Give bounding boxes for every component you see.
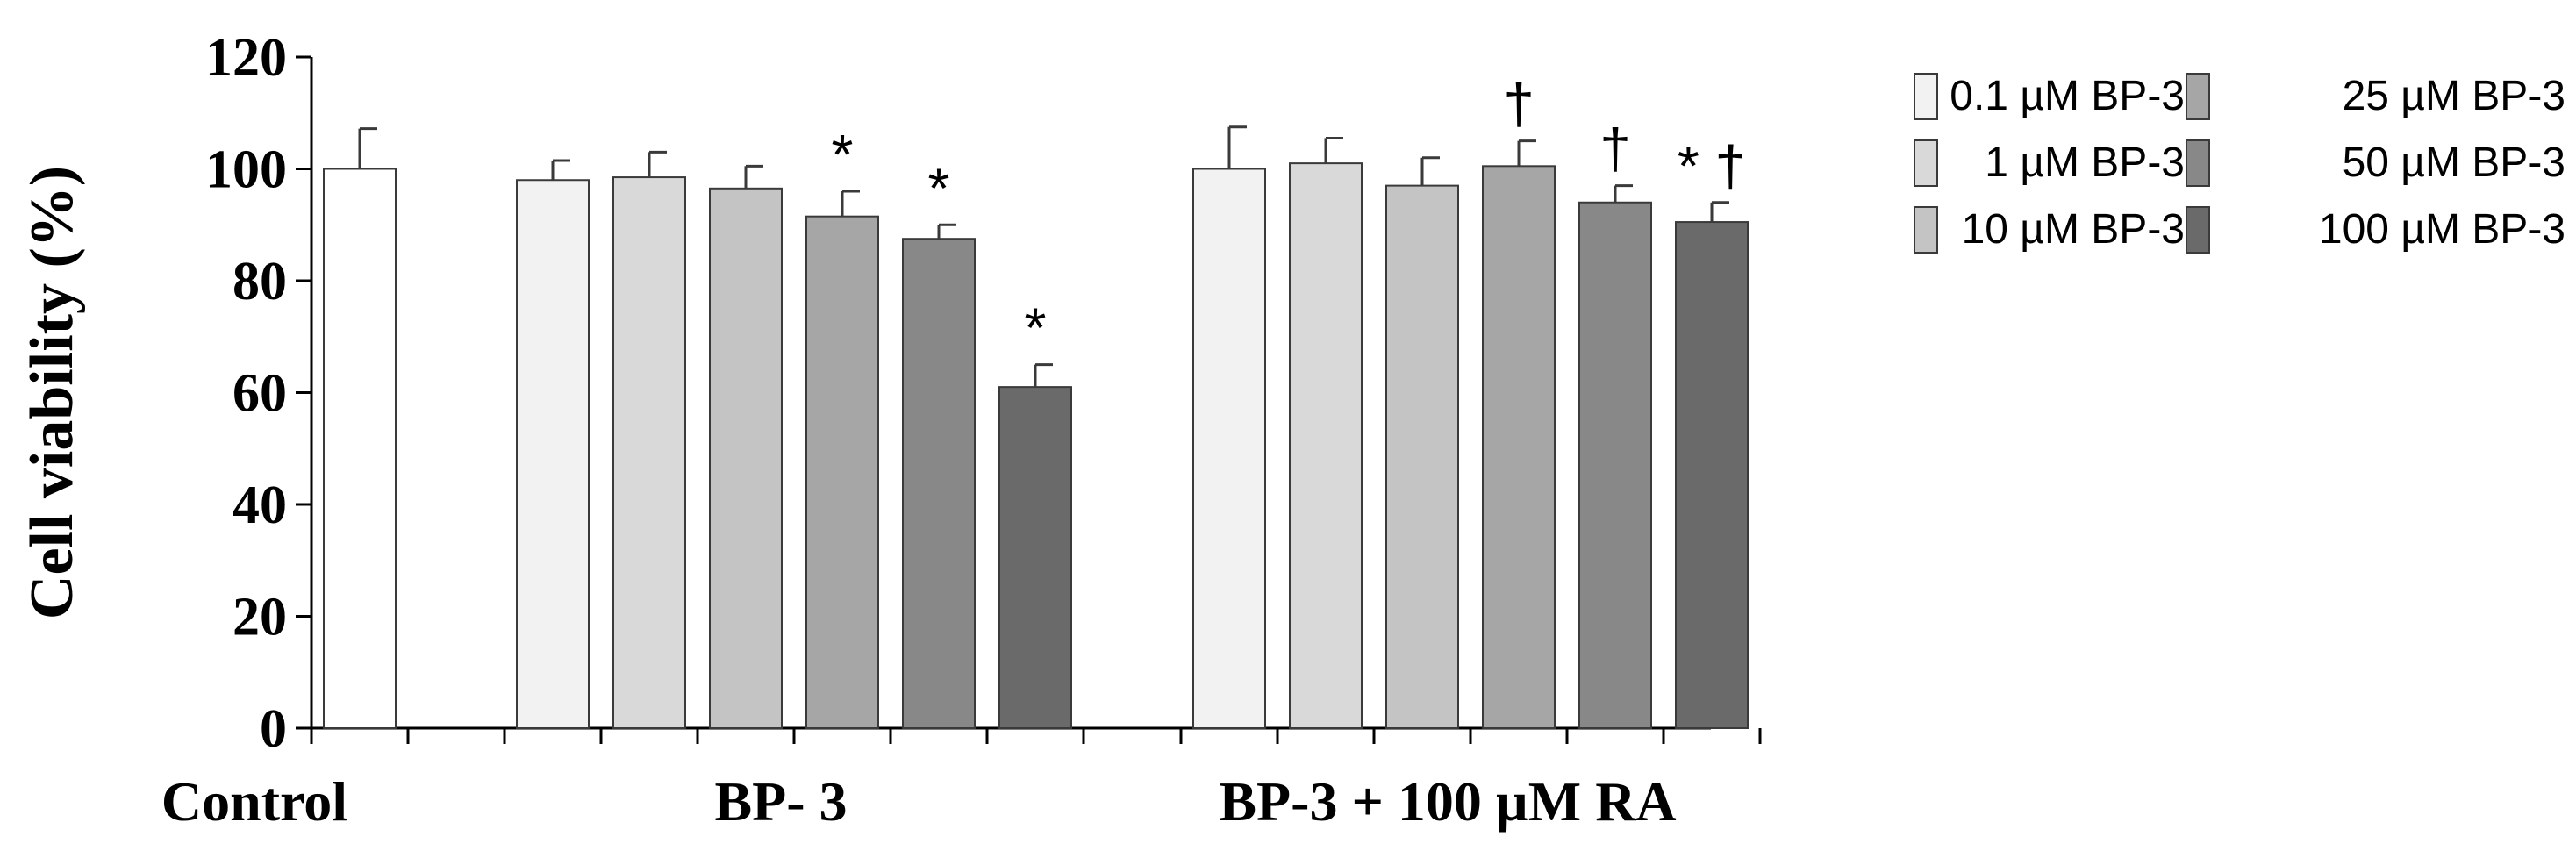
bar xyxy=(1289,162,1363,729)
legend-swatch xyxy=(2186,206,2210,254)
significance-marker: * † xyxy=(1678,134,1746,197)
significance-marker: * xyxy=(1025,297,1047,360)
legend-label: 0.1 µM BP-3 xyxy=(1950,73,2185,119)
bar xyxy=(805,215,879,729)
y-tick-label: 40 xyxy=(233,476,287,535)
y-axis-title: Cell viability (%) xyxy=(18,166,86,619)
bar xyxy=(709,187,783,729)
y-tick-label: 80 xyxy=(233,252,287,311)
legend-swatch xyxy=(2186,73,2210,120)
significance-marker: † xyxy=(1503,73,1535,136)
y-tick-label: 0 xyxy=(260,699,287,759)
x-group-label: BP- 3 xyxy=(714,770,847,833)
legend-label: 50 µM BP-3 xyxy=(2343,139,2565,186)
y-tick-label: 60 xyxy=(233,364,287,424)
x-group-label: Control xyxy=(161,770,347,833)
legend-label: 25 µM BP-3 xyxy=(2343,73,2565,119)
legend-label: 10 µM BP-3 xyxy=(1962,206,2185,253)
bar xyxy=(1482,165,1556,729)
axes: 0 20 40 60 80 100 120 Cell viability (%) Control… xyxy=(18,28,1762,833)
legend-label: 1 µM BP-3 xyxy=(1985,139,2185,186)
x-group-label: BP-3 + 100 µM RA xyxy=(1219,770,1676,833)
bar xyxy=(902,238,976,729)
significance-marker: * xyxy=(832,123,854,186)
bar xyxy=(323,168,397,729)
y-tick-label: 120 xyxy=(205,28,287,88)
y-tick-label: 100 xyxy=(205,140,287,200)
y-tick-label: 20 xyxy=(233,588,287,647)
bars: * * * † † * † xyxy=(323,73,1749,729)
bar xyxy=(1192,168,1266,729)
legend-label: 100 µM BP-3 xyxy=(2319,206,2565,253)
legend-swatch xyxy=(1914,139,1938,187)
bar xyxy=(516,179,590,729)
bar xyxy=(1578,201,1652,729)
bar xyxy=(1385,184,1459,729)
bar xyxy=(998,386,1072,729)
legend-swatch xyxy=(1914,73,1938,120)
legend: 0.1 µM BP-3 1 µM BP-3 10 µM BP-3 25 µM BP-3… xyxy=(1914,73,2565,254)
significance-marker: * xyxy=(928,156,950,219)
legend-swatch xyxy=(1914,206,1938,254)
bar xyxy=(612,176,686,729)
significance-marker: † xyxy=(1599,118,1631,181)
bar xyxy=(1675,221,1749,729)
legend-swatch xyxy=(2186,139,2210,187)
